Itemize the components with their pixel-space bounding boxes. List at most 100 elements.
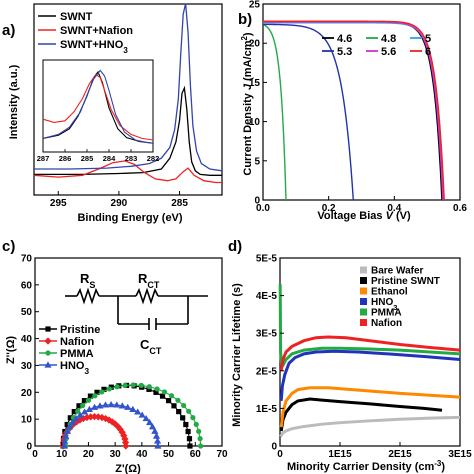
c-data-point: [80, 402, 86, 409]
c-data-point: [62, 432, 70, 439]
d-y-tick-label: 0: [271, 442, 277, 453]
c-x-tick-label: 30: [110, 449, 122, 460]
circuit-label-rs: RS: [80, 271, 95, 290]
c-data-point: [105, 416, 113, 424]
d-x-tick-label: 3E15: [448, 449, 472, 460]
c-y-tick-label: 60: [21, 280, 33, 291]
c-y-tick-label: 10: [21, 415, 33, 426]
a-legend-label: SWNT: [60, 11, 93, 23]
b-ylabel: Current Density J (mA/cm2): [240, 32, 255, 176]
a-x-tick-label: 285: [171, 198, 188, 209]
c-data-point: [79, 414, 87, 423]
d-legend-swatch: [360, 298, 367, 305]
c-data-point: [81, 398, 88, 404]
c-data-point: [63, 427, 72, 434]
c-data-point: [45, 326, 51, 332]
c-data-point: [99, 389, 105, 395]
c-data-point: [134, 408, 142, 415]
c-data-point: [72, 414, 80, 422]
c-data-point: [187, 443, 193, 449]
c-data-point: [106, 386, 112, 392]
d-series-line: [279, 386, 461, 428]
c-y-tick-label: 70: [21, 254, 33, 265]
c-data-point: [146, 418, 154, 426]
b-series-line: [263, 21, 443, 201]
panel-label-d: d): [228, 238, 242, 255]
b-plot-frame: [262, 3, 461, 201]
c-data-point: [159, 393, 166, 399]
c-x-tick-label: 10: [56, 449, 68, 460]
c-data-point: [161, 389, 168, 395]
b-x-tick-label: 0.2: [322, 203, 336, 214]
a-legend-label: SWNT+Nafion: [60, 25, 133, 37]
c-data-point: [61, 437, 69, 444]
c-data-point: [44, 337, 52, 345]
c-legend-label: Nafion: [60, 336, 95, 348]
c-data-point: [101, 386, 107, 392]
b-series-line: [262, 23, 354, 201]
c-data-point: [181, 402, 187, 409]
a-inset-tick-label: 285: [81, 154, 94, 163]
a-xlabel: Binding Energy (eV): [77, 212, 182, 224]
b-y-tick-label: 25: [249, 0, 261, 11]
b-x-tick-label: 0.0: [256, 203, 270, 214]
a-x-tick-label: 295: [50, 198, 67, 209]
b-xlabel: Voltage Bias V (V): [317, 210, 411, 222]
c-data-point: [154, 442, 162, 449]
c-data-point: [67, 415, 73, 421]
c-data-point: [69, 418, 77, 426]
c-legend-label: Pristine: [60, 324, 100, 336]
panel-label-c: c): [2, 238, 15, 255]
d-series-line: [279, 415, 461, 438]
d-ylabel: Minority Carrier Lifetime (s): [231, 283, 243, 427]
c-data-point: [71, 408, 77, 415]
panel-a: 295 290 285 SWNT SWNT+Nafion SWNT+HNO3 287 286 2…: [33, 3, 223, 209]
b-series-line: [262, 23, 287, 201]
d-legend-label: Bare Wafer: [371, 266, 424, 277]
c-data-point: [75, 408, 81, 414]
c-data-point: [129, 405, 137, 412]
b-series-line: [263, 22, 445, 201]
a-inset-series-line: [42, 73, 154, 141]
d-series-line: [279, 335, 461, 372]
c-data-point: [83, 413, 91, 422]
d-series-line: [279, 349, 461, 401]
equivalent-circuit: [65, 287, 208, 330]
d-legend-swatch: [360, 287, 367, 295]
c-data-point: [90, 403, 99, 410]
b-legend-label: 5.6: [381, 46, 396, 58]
d-legend-swatch: [360, 277, 367, 284]
c-data-point: [76, 416, 84, 424]
c-data-point: [130, 382, 136, 388]
c-data-point: [107, 401, 115, 408]
d-legend-swatch: [360, 319, 367, 326]
c-data-point: [73, 418, 81, 426]
c-data-point: [197, 436, 203, 442]
c-y-tick-label: 30: [21, 361, 33, 372]
c-data-point: [198, 443, 204, 449]
d-legend-label: Pristine SWNT: [371, 276, 440, 287]
a-series-line: [34, 85, 222, 176]
a-series-line: [34, 3, 223, 172]
a-ylabel: Intensity (a.u.): [8, 64, 20, 139]
c-data-point: [165, 398, 172, 404]
panel-label-a: a): [2, 22, 15, 39]
a-inset-tick-label: 287: [37, 154, 50, 163]
d-x-tick-label: 2E15: [388, 449, 412, 460]
c-data-point: [92, 393, 98, 399]
c-data-point: [153, 389, 159, 395]
c-data-point: [138, 382, 144, 389]
c-data-point: [175, 397, 181, 403]
c-data-point: [152, 432, 161, 439]
c-x-tick-label: 40: [136, 449, 148, 460]
c-legend-label: HNO3: [60, 360, 89, 376]
d-y-tick-label: 5E-5: [256, 254, 278, 265]
c-data-point: [185, 428, 191, 435]
a-inset-tick-label: 283: [125, 154, 138, 163]
c-data-point: [94, 389, 100, 395]
c-data-point: [122, 442, 130, 450]
b-y-tick-label: 0: [254, 196, 260, 207]
c-x-tick-label: 60: [190, 449, 202, 460]
c-data-point: [76, 403, 82, 409]
circuit-label-cct: CCT: [140, 337, 162, 356]
